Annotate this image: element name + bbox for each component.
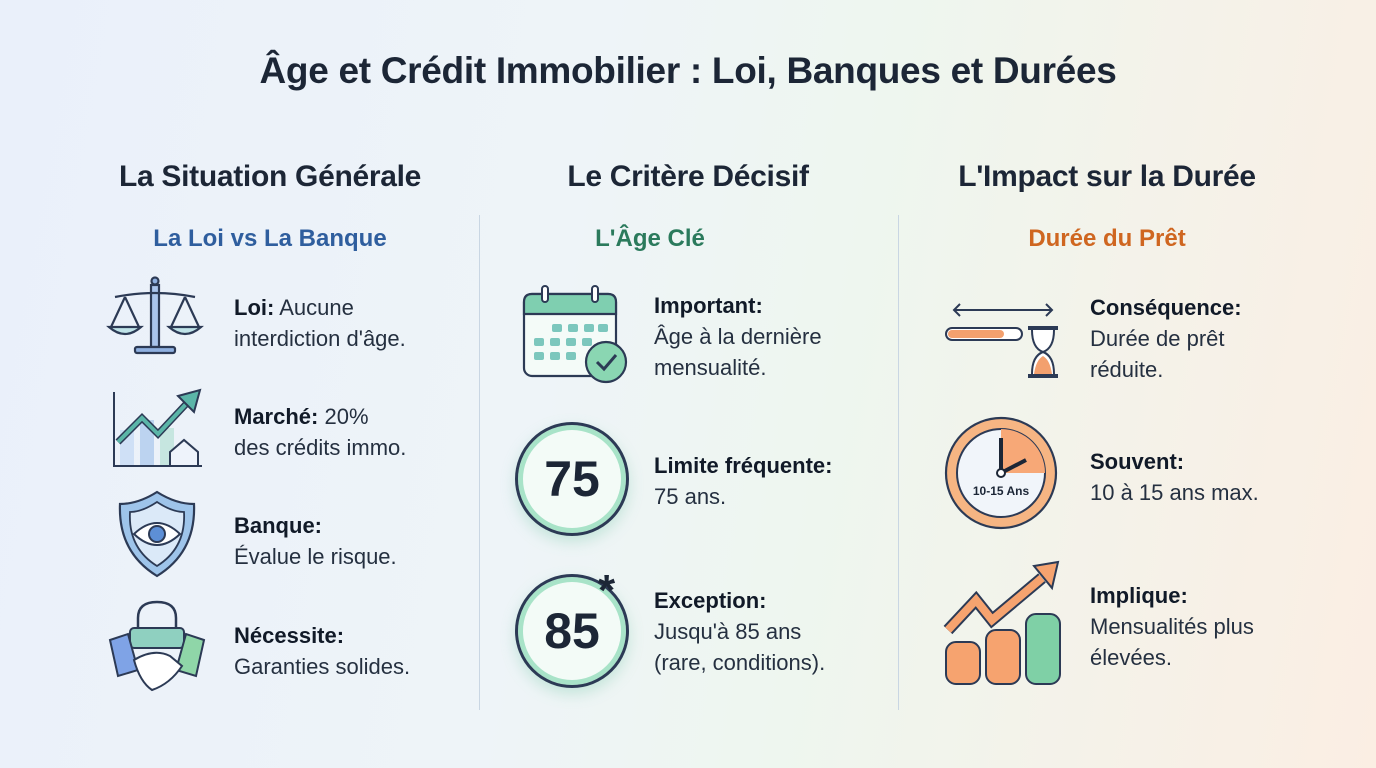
growth-chart-house-icon: [113, 388, 202, 467]
page-title: Âge et Crédit Immobilier : Loi, Banques …: [259, 50, 1117, 91]
column-heading-impact: L'Impact sur la Durée: [958, 160, 1256, 193]
column-divider: [479, 215, 480, 710]
scales-icon: [106, 276, 204, 355]
list-item-important: Important: Âge à la dernière mensualité.: [654, 293, 822, 380]
shortened-bar-hourglass-icon: [945, 303, 1058, 378]
subheading-age-cle: L'Âge Clé: [595, 225, 705, 252]
list-item-souvent: Souvent: 10 à 15 ans max.: [1090, 449, 1259, 505]
asterisk-mark: *: [598, 566, 616, 615]
padlock-handshake-icon: [108, 600, 206, 692]
rising-coins-icon: [943, 560, 1061, 685]
calendar-check-icon: [522, 285, 628, 384]
list-item-marche: Marché: 20% des crédits immo.: [234, 404, 407, 460]
list-item-necessite: Nécessite: Garanties solides.: [234, 623, 411, 679]
list-item-consequence: Conséquence: Durée de prêt réduite.: [1090, 295, 1242, 382]
clock-icon: [944, 416, 1058, 530]
age-75-badge: 75: [515, 422, 629, 536]
list-item-exception: Exception: Jusqu'à 85 ans (rare, condition…: [654, 588, 826, 675]
column-heading-critere: Le Critère Décisif: [567, 160, 809, 193]
column-heading-situation: La Situation Générale: [118, 160, 422, 193]
age-85-badge: 85: [515, 574, 629, 688]
list-item-banque: Banque: Évalue le risque.: [234, 513, 397, 569]
list-item-limite: Limite fréquente: 75 ans.: [654, 453, 833, 509]
column-divider: [898, 215, 899, 710]
subheading-duree: Durée du Prêt: [1028, 225, 1186, 252]
subheading-loi-banque: La Loi vs La Banque: [153, 225, 387, 252]
list-item-loi: Loi: Aucune interdiction d'âge.: [234, 295, 406, 351]
clock-label: 10-15 Ans: [972, 484, 1030, 498]
shield-eye-icon: [118, 490, 196, 578]
list-item-implique: Implique: Mensualités plus élevées.: [1090, 583, 1254, 670]
